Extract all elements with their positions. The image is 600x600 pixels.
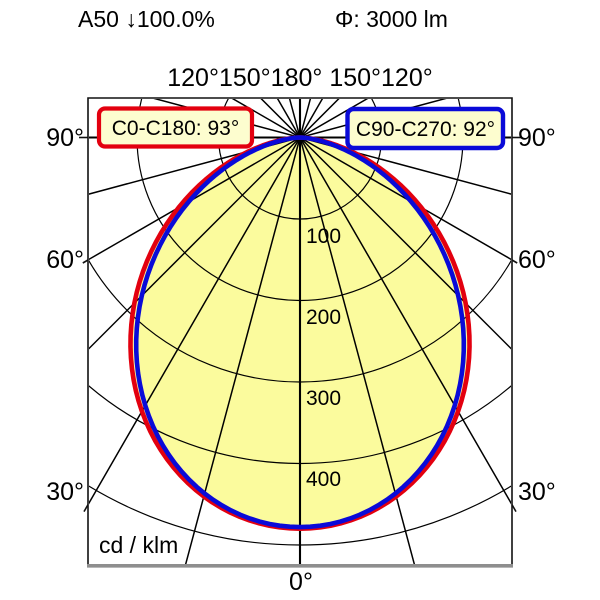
lamp-output-label: A50 ↓100.0% — [78, 6, 215, 32]
legend-c0-box — [96, 106, 255, 149]
angle-label-right-90: 90° — [518, 124, 556, 152]
grid-ray-330 — [89, 137, 301, 505]
legend-c90-box — [345, 106, 506, 151]
luminous-flux-label: Φ: 3000 lm — [335, 6, 448, 32]
grid-ray-45 — [299, 136, 511, 350]
angle-label-bottom-0: 0° — [289, 568, 313, 596]
ring-label-400: 400 — [306, 468, 341, 491]
legend-c0: C0-C180: 93° — [96, 106, 255, 149]
ring-label-100: 100 — [306, 225, 341, 248]
unit-label: cd / klm — [99, 532, 178, 558]
angle-label-left-30: 30° — [46, 478, 84, 506]
grid-ray-300 — [89, 136, 301, 261]
angle-label-right-30: 30° — [518, 478, 556, 506]
angle-label-left-90: 90° — [46, 124, 84, 152]
curve-stroke-layer — [128, 135, 472, 531]
tick-left-60 — [82, 259, 89, 264]
distribution-curve-c90-c270 — [133, 135, 467, 530]
ring-label-300: 300 — [306, 387, 341, 410]
legend-c90-label: C90-C270: 92° — [356, 118, 495, 141]
tick-right-30 — [511, 504, 517, 513]
angle-label-right-60: 60° — [518, 246, 556, 274]
angle-label-left-60: 60° — [46, 246, 84, 274]
legend-c0-label: C0-C180: 93° — [112, 117, 239, 140]
grid-ray-315 — [89, 136, 301, 350]
tick-right-60 — [511, 259, 518, 264]
grid-ray-285 — [89, 136, 301, 195]
grid-ray-75 — [299, 136, 511, 195]
tick-left-30 — [83, 504, 89, 513]
grid-ray-15 — [299, 137, 416, 565]
grid-ray-60 — [299, 136, 511, 261]
grid-ray-345 — [184, 137, 301, 565]
top-angle-axis-label: 120°150°180° 150°120° — [167, 64, 433, 92]
plot-border — [87, 97, 513, 565]
legend-c90: C90-C270: 92° — [345, 106, 506, 151]
ring-label-200: 200 — [306, 306, 341, 329]
grid-ray-30 — [299, 137, 511, 505]
